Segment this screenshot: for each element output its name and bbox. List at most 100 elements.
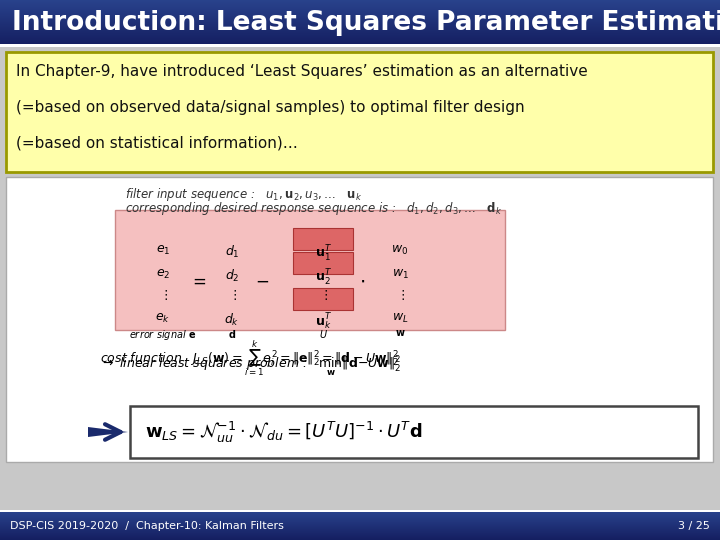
Text: DSP-CIS 2019-2020  /  Chapter-10: Kalman Filters: DSP-CIS 2019-2020 / Chapter-10: Kalman F… bbox=[10, 521, 284, 531]
Text: $\mathbf{w}$: $\mathbf{w}$ bbox=[395, 328, 405, 338]
Text: $d_2$: $d_2$ bbox=[225, 268, 239, 284]
Bar bbox=[0, 11, 720, 12]
Text: $-$: $-$ bbox=[255, 272, 269, 290]
Bar bbox=[0, 519, 720, 520]
Bar bbox=[0, 526, 720, 527]
Text: $\vdots$: $\vdots$ bbox=[158, 288, 168, 302]
Bar bbox=[0, 25, 720, 26]
Bar bbox=[0, 5, 720, 6]
Bar bbox=[0, 33, 720, 34]
FancyBboxPatch shape bbox=[130, 406, 698, 458]
Bar bbox=[0, 38, 720, 39]
Text: $\mathbf{u}_1^T$: $\mathbf{u}_1^T$ bbox=[315, 244, 331, 264]
Text: $\cdot$: $\cdot$ bbox=[359, 272, 365, 291]
Bar bbox=[293, 252, 353, 274]
Bar bbox=[0, 514, 720, 515]
Text: (=based on observed data/signal samples) to optimal filter design: (=based on observed data/signal samples)… bbox=[16, 100, 525, 115]
Bar bbox=[0, 1, 720, 2]
Bar bbox=[0, 16, 720, 17]
Bar bbox=[0, 29, 720, 30]
Bar bbox=[0, 41, 720, 42]
Bar bbox=[0, 28, 720, 29]
Text: cost function   $J_{LS}(\mathbf{w}) = \sum_{i=1}^{k} e_i^2 = \|\mathbf{e}\|_2^2 : cost function $J_{LS}(\mathbf{w}) = \sum… bbox=[100, 338, 399, 377]
Bar bbox=[0, 27, 720, 28]
Bar bbox=[293, 228, 353, 250]
Bar bbox=[0, 44, 720, 46]
Text: error signal $\mathbf{e}$: error signal $\mathbf{e}$ bbox=[130, 328, 197, 342]
Bar bbox=[0, 12, 720, 13]
Bar bbox=[0, 539, 720, 540]
Text: corresponding desired response sequence is :   $d_1, d_2, d_3, \ldots$   $\mathb: corresponding desired response sequence … bbox=[125, 200, 502, 217]
Text: $e_1$: $e_1$ bbox=[156, 244, 170, 257]
Bar bbox=[0, 537, 720, 538]
Bar bbox=[0, 536, 720, 537]
Text: $\mathbf{u}_k^T$: $\mathbf{u}_k^T$ bbox=[315, 312, 331, 332]
Text: $\mathbf{w}_{LS} = \mathcal{N}_{uu}^{-1} \cdot \mathcal{N}_{du} = \left[U^T U\ri: $\mathbf{w}_{LS} = \mathcal{N}_{uu}^{-1}… bbox=[145, 420, 422, 444]
Bar bbox=[293, 288, 353, 310]
Bar bbox=[0, 515, 720, 516]
Bar bbox=[0, 0, 720, 1]
Text: 3 / 25: 3 / 25 bbox=[678, 521, 710, 531]
Text: (=based on statistical information)…: (=based on statistical information)… bbox=[16, 136, 298, 151]
Text: $\vdots$: $\vdots$ bbox=[228, 288, 236, 302]
Bar bbox=[0, 525, 720, 526]
FancyBboxPatch shape bbox=[6, 52, 713, 172]
Bar bbox=[0, 517, 720, 518]
Text: $U$: $U$ bbox=[318, 328, 328, 340]
Text: $\vdots$: $\vdots$ bbox=[318, 288, 328, 302]
Bar bbox=[0, 528, 720, 529]
Bar bbox=[0, 22, 720, 23]
Text: In Chapter-9, have introduced ‘Least Squares’ estimation as an alternative: In Chapter-9, have introduced ‘Least Squ… bbox=[16, 64, 588, 79]
Bar bbox=[0, 535, 720, 536]
Bar bbox=[0, 21, 720, 22]
Bar bbox=[0, 47, 720, 510]
Bar bbox=[0, 521, 720, 522]
Text: $d_k$: $d_k$ bbox=[225, 312, 240, 328]
Bar bbox=[0, 518, 720, 519]
Bar bbox=[115, 210, 505, 330]
Bar bbox=[0, 3, 720, 4]
Bar bbox=[0, 37, 720, 38]
Text: $e_k$: $e_k$ bbox=[156, 312, 171, 325]
Bar bbox=[0, 30, 720, 31]
Bar bbox=[0, 18, 720, 19]
Bar bbox=[0, 530, 720, 531]
Bar bbox=[0, 512, 720, 513]
Bar bbox=[0, 10, 720, 11]
Text: $=$: $=$ bbox=[189, 272, 207, 290]
Bar bbox=[0, 529, 720, 530]
Bar bbox=[0, 19, 720, 20]
Bar bbox=[0, 513, 720, 514]
Bar bbox=[0, 20, 720, 21]
Bar bbox=[0, 13, 720, 14]
Text: $d_1$: $d_1$ bbox=[225, 244, 239, 260]
Bar bbox=[0, 4, 720, 5]
Bar bbox=[0, 532, 720, 533]
Bar bbox=[0, 524, 720, 525]
Bar bbox=[0, 520, 720, 521]
Bar bbox=[0, 510, 720, 512]
Text: $e_2$: $e_2$ bbox=[156, 268, 170, 281]
Bar bbox=[0, 522, 720, 523]
Bar bbox=[0, 40, 720, 41]
Bar bbox=[0, 2, 720, 3]
Bar bbox=[0, 24, 720, 25]
Bar bbox=[0, 6, 720, 7]
Bar bbox=[0, 531, 720, 532]
Bar bbox=[0, 44, 720, 45]
Bar bbox=[0, 516, 720, 517]
Text: $w_L$: $w_L$ bbox=[392, 312, 408, 325]
Bar bbox=[0, 23, 720, 24]
Bar bbox=[0, 523, 720, 524]
Bar bbox=[0, 43, 720, 44]
Bar bbox=[0, 42, 720, 43]
Text: $\mathbf{d}$: $\mathbf{d}$ bbox=[228, 328, 236, 340]
Text: $\vdots$: $\vdots$ bbox=[395, 288, 405, 302]
Bar bbox=[0, 31, 720, 32]
Text: $w_0$: $w_0$ bbox=[392, 244, 409, 257]
Bar bbox=[0, 8, 720, 9]
Bar bbox=[0, 17, 720, 18]
Bar bbox=[0, 39, 720, 40]
Text: filter input sequence :   $u_1, \mathbf{u}_2, u_3, \ldots$   $\mathbf{u}_k$: filter input sequence : $u_1, \mathbf{u}… bbox=[125, 186, 362, 203]
Bar bbox=[0, 7, 720, 8]
